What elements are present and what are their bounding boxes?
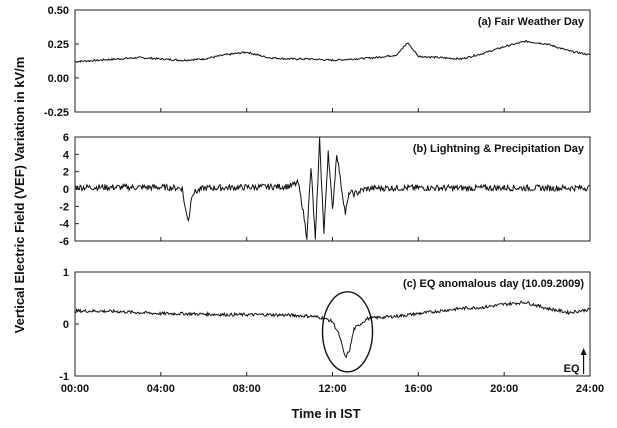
panel-title-2: (b) Lightning & Precipitation Day	[413, 143, 585, 155]
y-tick-label: 6	[63, 132, 69, 144]
x-tick-label: 16:00	[404, 383, 432, 395]
series-line-2-1	[74, 137, 591, 240]
y-tick-label: -4	[59, 219, 70, 231]
y-tick-label: 1	[63, 267, 69, 279]
x-axis-label: Time in IST	[291, 406, 360, 421]
panel-title-1: (a) Fair Weather Day	[478, 16, 585, 28]
y-tick-label: -6	[59, 236, 69, 248]
y-tick-label: 4	[63, 149, 70, 161]
y-tick-label: 2	[63, 167, 69, 179]
x-tick-label: 12:00	[318, 383, 346, 395]
y-tick-label: -0.25	[44, 107, 69, 119]
eq-arrow-head	[580, 348, 587, 355]
panel-title-3: (c) EQ anomalous day (10.09.2009)	[403, 278, 584, 290]
series-line-1-1	[74, 39, 591, 63]
y-tick-label: 0.25	[48, 39, 69, 51]
x-tick-label: 00:00	[61, 383, 89, 395]
series-line-3-1	[74, 300, 590, 359]
y-tick-label: -2	[59, 201, 69, 213]
y-tick-label: 0.00	[48, 73, 69, 85]
eq-marker-label: EQ	[564, 363, 580, 375]
x-tick-label: 20:00	[490, 383, 518, 395]
x-tick-label: 08:00	[233, 383, 261, 395]
y-tick-label: 0	[63, 319, 69, 331]
y-tick-label: 0	[63, 184, 69, 196]
y-tick-label: 0.50	[48, 5, 69, 17]
anomaly-ellipse	[321, 291, 374, 373]
x-tick-label: 24:00	[576, 383, 604, 395]
x-tick-label: 04:00	[147, 383, 175, 395]
y-tick-label: -1	[59, 371, 69, 383]
y-axis-label: Vertical Electric Field (VEF) Variation …	[12, 57, 27, 334]
